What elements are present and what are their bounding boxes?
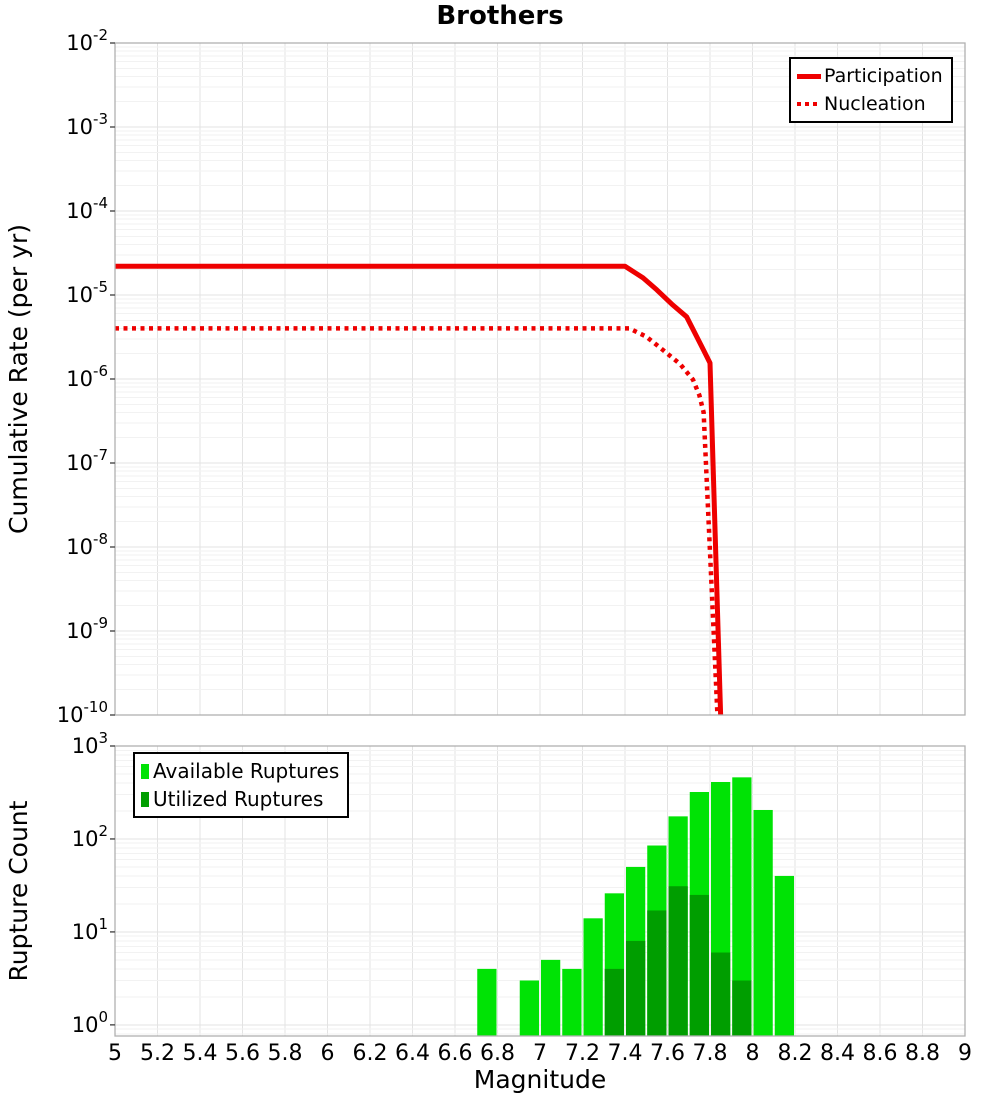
top-panel-gridlines	[115, 43, 965, 715]
svg-text:102: 102	[72, 822, 108, 851]
svg-text:5.4: 5.4	[183, 1041, 218, 1066]
svg-text:5.8: 5.8	[268, 1041, 303, 1066]
legend-item-participation: Participation	[797, 62, 943, 90]
svg-text:10-8: 10-8	[66, 530, 108, 559]
svg-text:5.2: 5.2	[140, 1041, 175, 1066]
x-axis-label: Magnitude	[474, 1065, 606, 1094]
svg-text:10-9: 10-9	[66, 614, 108, 643]
chart-title: Brothers	[436, 1, 563, 31]
axis-tick-marks	[110, 42, 115, 1026]
svg-text:10-2: 10-2	[66, 26, 108, 55]
svg-text:100: 100	[72, 1008, 108, 1037]
svg-text:101: 101	[72, 915, 108, 944]
rate-curves	[115, 263, 724, 716]
svg-text:8.2: 8.2	[778, 1041, 813, 1066]
svg-text:6: 6	[321, 1041, 335, 1066]
svg-text:7: 7	[533, 1041, 547, 1066]
svg-text:7.8: 7.8	[693, 1041, 728, 1066]
legend-item-available: Available Ruptures	[141, 757, 339, 785]
utilized-ruptures-swatch	[141, 791, 149, 807]
legend-item-utilized: Utilized Ruptures	[141, 785, 339, 813]
nucleation-line-sample	[797, 101, 821, 107]
svg-text:7.4: 7.4	[608, 1041, 643, 1066]
available-legend-label: Available Ruptures	[153, 759, 340, 783]
svg-text:8.8: 8.8	[905, 1041, 940, 1066]
svg-text:7.6: 7.6	[650, 1041, 685, 1066]
svg-text:10-10: 10-10	[57, 698, 108, 727]
utilized-legend-label: Utilized Ruptures	[153, 787, 324, 811]
participation-legend-label: Participation	[824, 65, 943, 87]
nucleation-legend-label: Nucleation	[824, 93, 926, 115]
svg-text:8.6: 8.6	[863, 1041, 898, 1066]
svg-text:6.6: 6.6	[438, 1041, 473, 1066]
svg-text:5: 5	[108, 1041, 122, 1066]
svg-text:103: 103	[72, 729, 108, 758]
svg-text:8.4: 8.4	[820, 1041, 855, 1066]
svg-text:10-7: 10-7	[66, 446, 108, 475]
rate-legend: Participation Nucleation	[789, 57, 953, 123]
svg-text:8: 8	[746, 1041, 760, 1066]
svg-text:10-3: 10-3	[66, 110, 108, 139]
available-ruptures-swatch	[141, 763, 149, 779]
y-axis-label-top: Cumulative Rate (per yr)	[4, 224, 33, 534]
rupture-legend: Available Ruptures Utilized Ruptures	[133, 752, 350, 818]
svg-text:6.4: 6.4	[395, 1041, 430, 1066]
participation-line-sample	[797, 73, 821, 79]
svg-text:6.2: 6.2	[353, 1041, 388, 1066]
svg-text:10-5: 10-5	[66, 278, 108, 307]
svg-text:7.2: 7.2	[565, 1041, 600, 1066]
bottom-panel-gridlines	[115, 746, 965, 1036]
svg-text:10-4: 10-4	[66, 194, 108, 223]
svg-text:6.8: 6.8	[480, 1041, 515, 1066]
legend-item-nucleation: Nucleation	[797, 90, 943, 118]
y-axis-label-bottom: Rupture Count	[4, 800, 33, 981]
svg-text:10-6: 10-6	[66, 362, 108, 391]
svg-text:9: 9	[958, 1041, 972, 1066]
rupture-count-bars	[477, 777, 794, 1036]
svg-text:5.6: 5.6	[225, 1041, 260, 1066]
axis-tick-labels: 10-2 10-3 10-4 10-5 10-6 10-7 10-8 10-9 10-10103…	[57, 26, 972, 1066]
